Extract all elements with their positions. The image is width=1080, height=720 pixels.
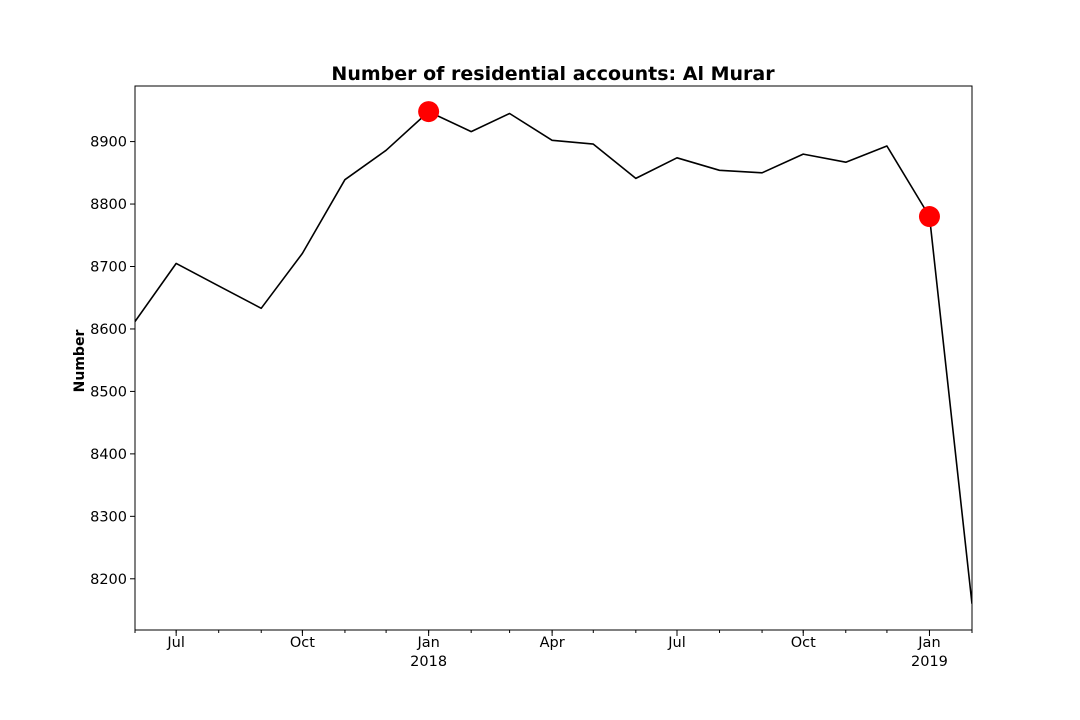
y-tick-label: 8500 bbox=[90, 384, 127, 400]
y-tick-label: 8200 bbox=[90, 572, 127, 588]
x-tick-label: Jul bbox=[166, 635, 185, 651]
x-tick-label: Jul bbox=[667, 635, 686, 651]
x-tick-year-label: 2019 bbox=[911, 654, 948, 670]
highlight-marker bbox=[418, 101, 440, 123]
y-axis-ticks: 8200 8300 8400 8500 8600 8700 8800 8900 bbox=[90, 135, 135, 588]
series-line bbox=[135, 110, 972, 604]
y-tick-label: 8800 bbox=[90, 197, 127, 213]
x-axis-ticks: Jul Oct Jan 2018 Apr Jul Oct Jan 2019 bbox=[134, 630, 973, 670]
y-tick-label: 8400 bbox=[90, 447, 127, 463]
chart-title: Number of residential accounts: Al Murar bbox=[331, 63, 775, 85]
x-tick-label: Jan bbox=[917, 635, 940, 651]
y-tick-label: 8700 bbox=[90, 260, 127, 276]
plot-area bbox=[135, 110, 972, 604]
y-tick-label: 8300 bbox=[90, 509, 127, 525]
series-group bbox=[135, 110, 972, 604]
y-tick-label: 8900 bbox=[90, 135, 127, 151]
y-axis-label: Number bbox=[72, 330, 88, 393]
x-tick-year-label: 2018 bbox=[410, 654, 447, 670]
y-tick-label: 8600 bbox=[90, 322, 127, 338]
x-tick-label: Apr bbox=[540, 635, 565, 651]
highlight-markers bbox=[418, 101, 940, 228]
x-tick-label: Oct bbox=[791, 635, 816, 651]
x-tick-label: Jan bbox=[416, 635, 439, 651]
plot-frame bbox=[134, 85, 973, 631]
highlight-marker bbox=[918, 206, 940, 228]
x-tick-label: Oct bbox=[290, 635, 315, 651]
